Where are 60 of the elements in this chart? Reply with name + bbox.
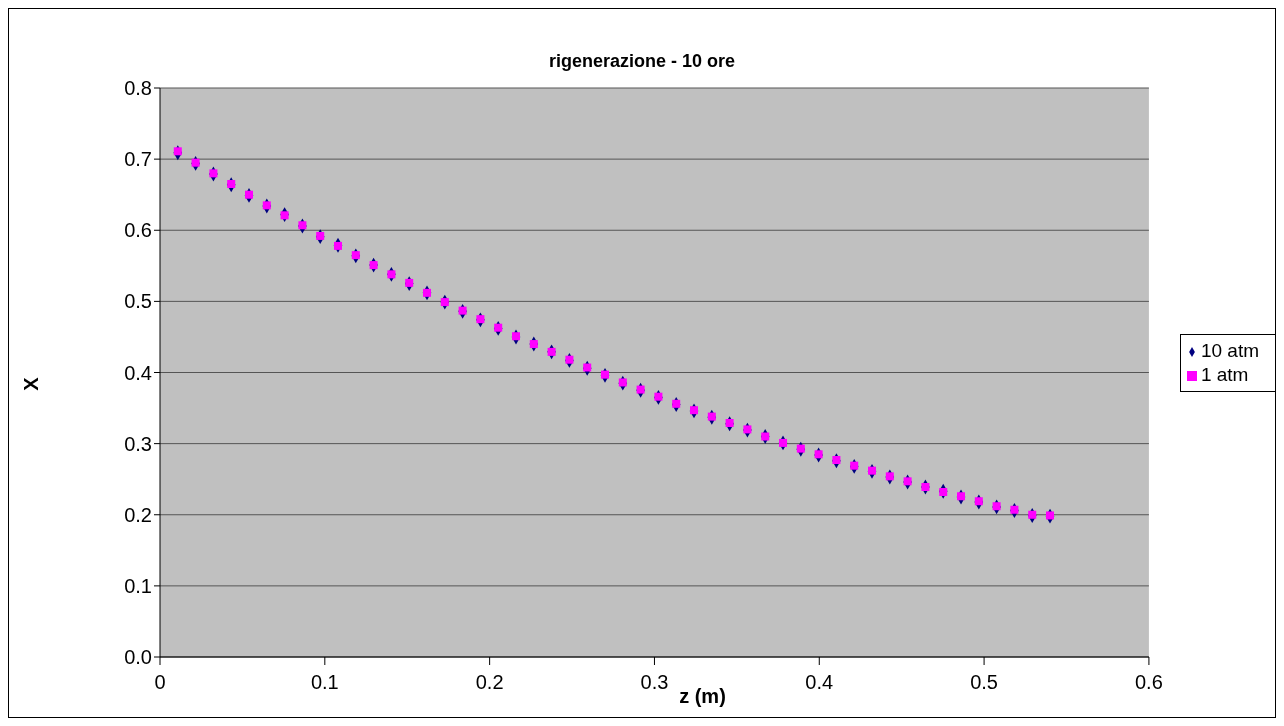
point	[743, 425, 752, 434]
x-axis-title: z (m)	[679, 685, 726, 707]
point	[672, 399, 681, 408]
point	[832, 455, 841, 464]
y-tick-label: 0.5	[124, 290, 152, 313]
point	[974, 497, 983, 506]
chart-title: rigenerazione - 10 ore	[547, 51, 737, 72]
point	[458, 306, 467, 315]
point	[227, 180, 236, 189]
y-tick-label: 0.1	[124, 574, 152, 597]
point	[992, 502, 1001, 511]
point	[191, 158, 200, 167]
x-tick-label: 0	[154, 671, 166, 694]
y-tick-label: 0.2	[124, 503, 152, 526]
point	[173, 147, 182, 156]
point	[387, 270, 396, 279]
point	[351, 251, 360, 260]
point	[476, 315, 485, 324]
point	[1010, 505, 1019, 514]
point	[494, 323, 503, 332]
point	[405, 278, 414, 287]
point	[565, 355, 574, 364]
x-tick-label: 0.2	[475, 671, 504, 694]
point	[1028, 510, 1037, 519]
y-tick-label: 0.0	[124, 646, 152, 669]
point	[547, 347, 556, 356]
point	[725, 419, 734, 427]
point	[885, 472, 894, 481]
point	[939, 487, 948, 496]
y-tick-label: 0.6	[124, 219, 152, 242]
point	[850, 461, 859, 470]
y-tick-label: 0.8	[124, 77, 152, 100]
point	[921, 483, 930, 492]
legend-label: 10 atm	[1200, 340, 1259, 361]
point	[583, 363, 592, 372]
point	[707, 412, 716, 421]
x-tick-label: 0.1	[310, 671, 339, 694]
point	[262, 201, 271, 210]
x-tick-label: 0.5	[970, 671, 998, 694]
point	[298, 221, 307, 230]
x-tick-label: 0.3	[640, 671, 669, 694]
point	[440, 298, 449, 307]
x-tick-label: 0.4	[805, 671, 834, 694]
point	[796, 444, 805, 453]
point	[280, 211, 289, 220]
x-tick-label: 0.6	[1135, 671, 1163, 694]
point	[654, 392, 663, 401]
point	[369, 261, 378, 270]
point	[209, 169, 218, 178]
point	[618, 378, 627, 387]
y-tick-label: 0.3	[124, 432, 152, 455]
point	[903, 477, 912, 486]
y-tick-label: 0.7	[124, 148, 152, 171]
point	[814, 450, 823, 459]
point	[529, 340, 538, 349]
y-axis-title: X	[19, 377, 43, 391]
y-tick-label: 0.4	[124, 361, 152, 384]
point	[636, 385, 645, 394]
point	[316, 231, 325, 240]
legend-label: 1 atm	[1200, 364, 1249, 385]
